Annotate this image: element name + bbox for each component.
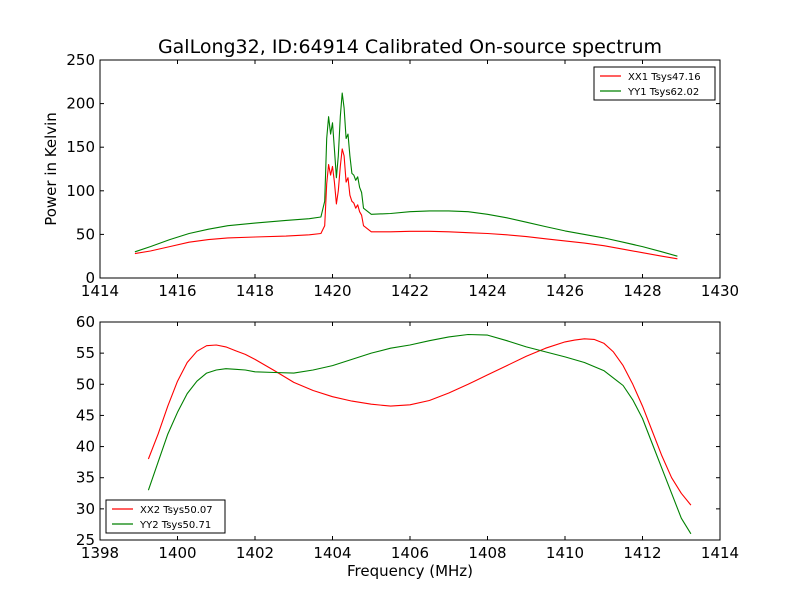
x-axis-label: Frequency (MHz): [347, 562, 473, 580]
series-line-1-1: [134, 148, 678, 260]
y-tick-label: 150: [66, 138, 95, 156]
y-tick-label: 0: [85, 269, 95, 287]
series-line-2-1: [147, 338, 692, 506]
series-line-2-2: [147, 333, 692, 535]
panel-2: 1398 1400 1402 1404 1406 1408 1410 1412 1414 25 30…: [76, 313, 739, 580]
panels: 1414 1416 1418 1420 1422 1424 1426 1428 14300501…: [42, 51, 739, 580]
x-tick-label: 1412: [623, 544, 661, 562]
y-tick-label: 55: [76, 344, 95, 362]
legend-label: YY2 Tsys50.71: [139, 520, 211, 531]
x-tick-label: 1414: [701, 544, 739, 562]
legend-label: XX2 Tsys50.07: [140, 505, 213, 516]
y-tick-label: 60: [76, 313, 95, 331]
x-tick-label: 1410: [546, 544, 584, 562]
x-tick-label: 1424: [468, 282, 506, 300]
x-tick-label: 1418: [236, 282, 274, 300]
panel-1: 1414 1416 1418 1420 1422 1424 1426 1428 1430 0 50 1…: [42, 51, 739, 300]
x-tick-label: 1406: [391, 544, 429, 562]
x-tick-label: 1402: [236, 544, 274, 562]
y-axis-label: Power in Kelvin: [42, 112, 60, 226]
x-tick-label: 1430: [701, 282, 739, 300]
y-tick-label: 35: [76, 469, 95, 487]
x-tick-label: 1426: [546, 282, 584, 300]
legend-label: XX1 Tsys47.16: [628, 72, 701, 83]
y-tick-label: 50: [76, 375, 95, 393]
x-tick-label: 1398: [81, 544, 119, 562]
x-tick-label: 1408: [468, 544, 506, 562]
y-tick-label: 25: [76, 531, 95, 549]
legend-label: YY1 Tsys62.02: [627, 87, 699, 98]
y-tick-label: 40: [76, 438, 95, 456]
legend-box: [593, 66, 716, 101]
chart-title: GalLong32, ID:64914 Calibrated On-source…: [158, 36, 662, 58]
series-line-1-2: [134, 92, 678, 257]
y-tick-label: 45: [76, 406, 95, 424]
y-tick-label: 200: [66, 95, 95, 113]
legend: XX1 Tsys47.16 YY1 Tsys62.02: [593, 66, 716, 101]
y-tick-label: 250: [66, 51, 95, 69]
legend-box: [105, 499, 226, 534]
x-tick-label: 1400: [158, 544, 196, 562]
x-tick-label: 1428: [623, 282, 661, 300]
x-tick-label: 1420: [313, 282, 351, 300]
legend: XX2 Tsys50.07 YY2 Tsys50.71: [105, 499, 226, 534]
y-tick-label: 100: [66, 182, 95, 200]
y-tick-label: 30: [76, 500, 95, 518]
x-tick-label: 1416: [158, 282, 196, 300]
x-tick-label: 1422: [391, 282, 429, 300]
x-tick-label: 1414: [81, 282, 119, 300]
x-tick-label: 1404: [313, 544, 351, 562]
y-tick-label: 50: [76, 225, 95, 243]
